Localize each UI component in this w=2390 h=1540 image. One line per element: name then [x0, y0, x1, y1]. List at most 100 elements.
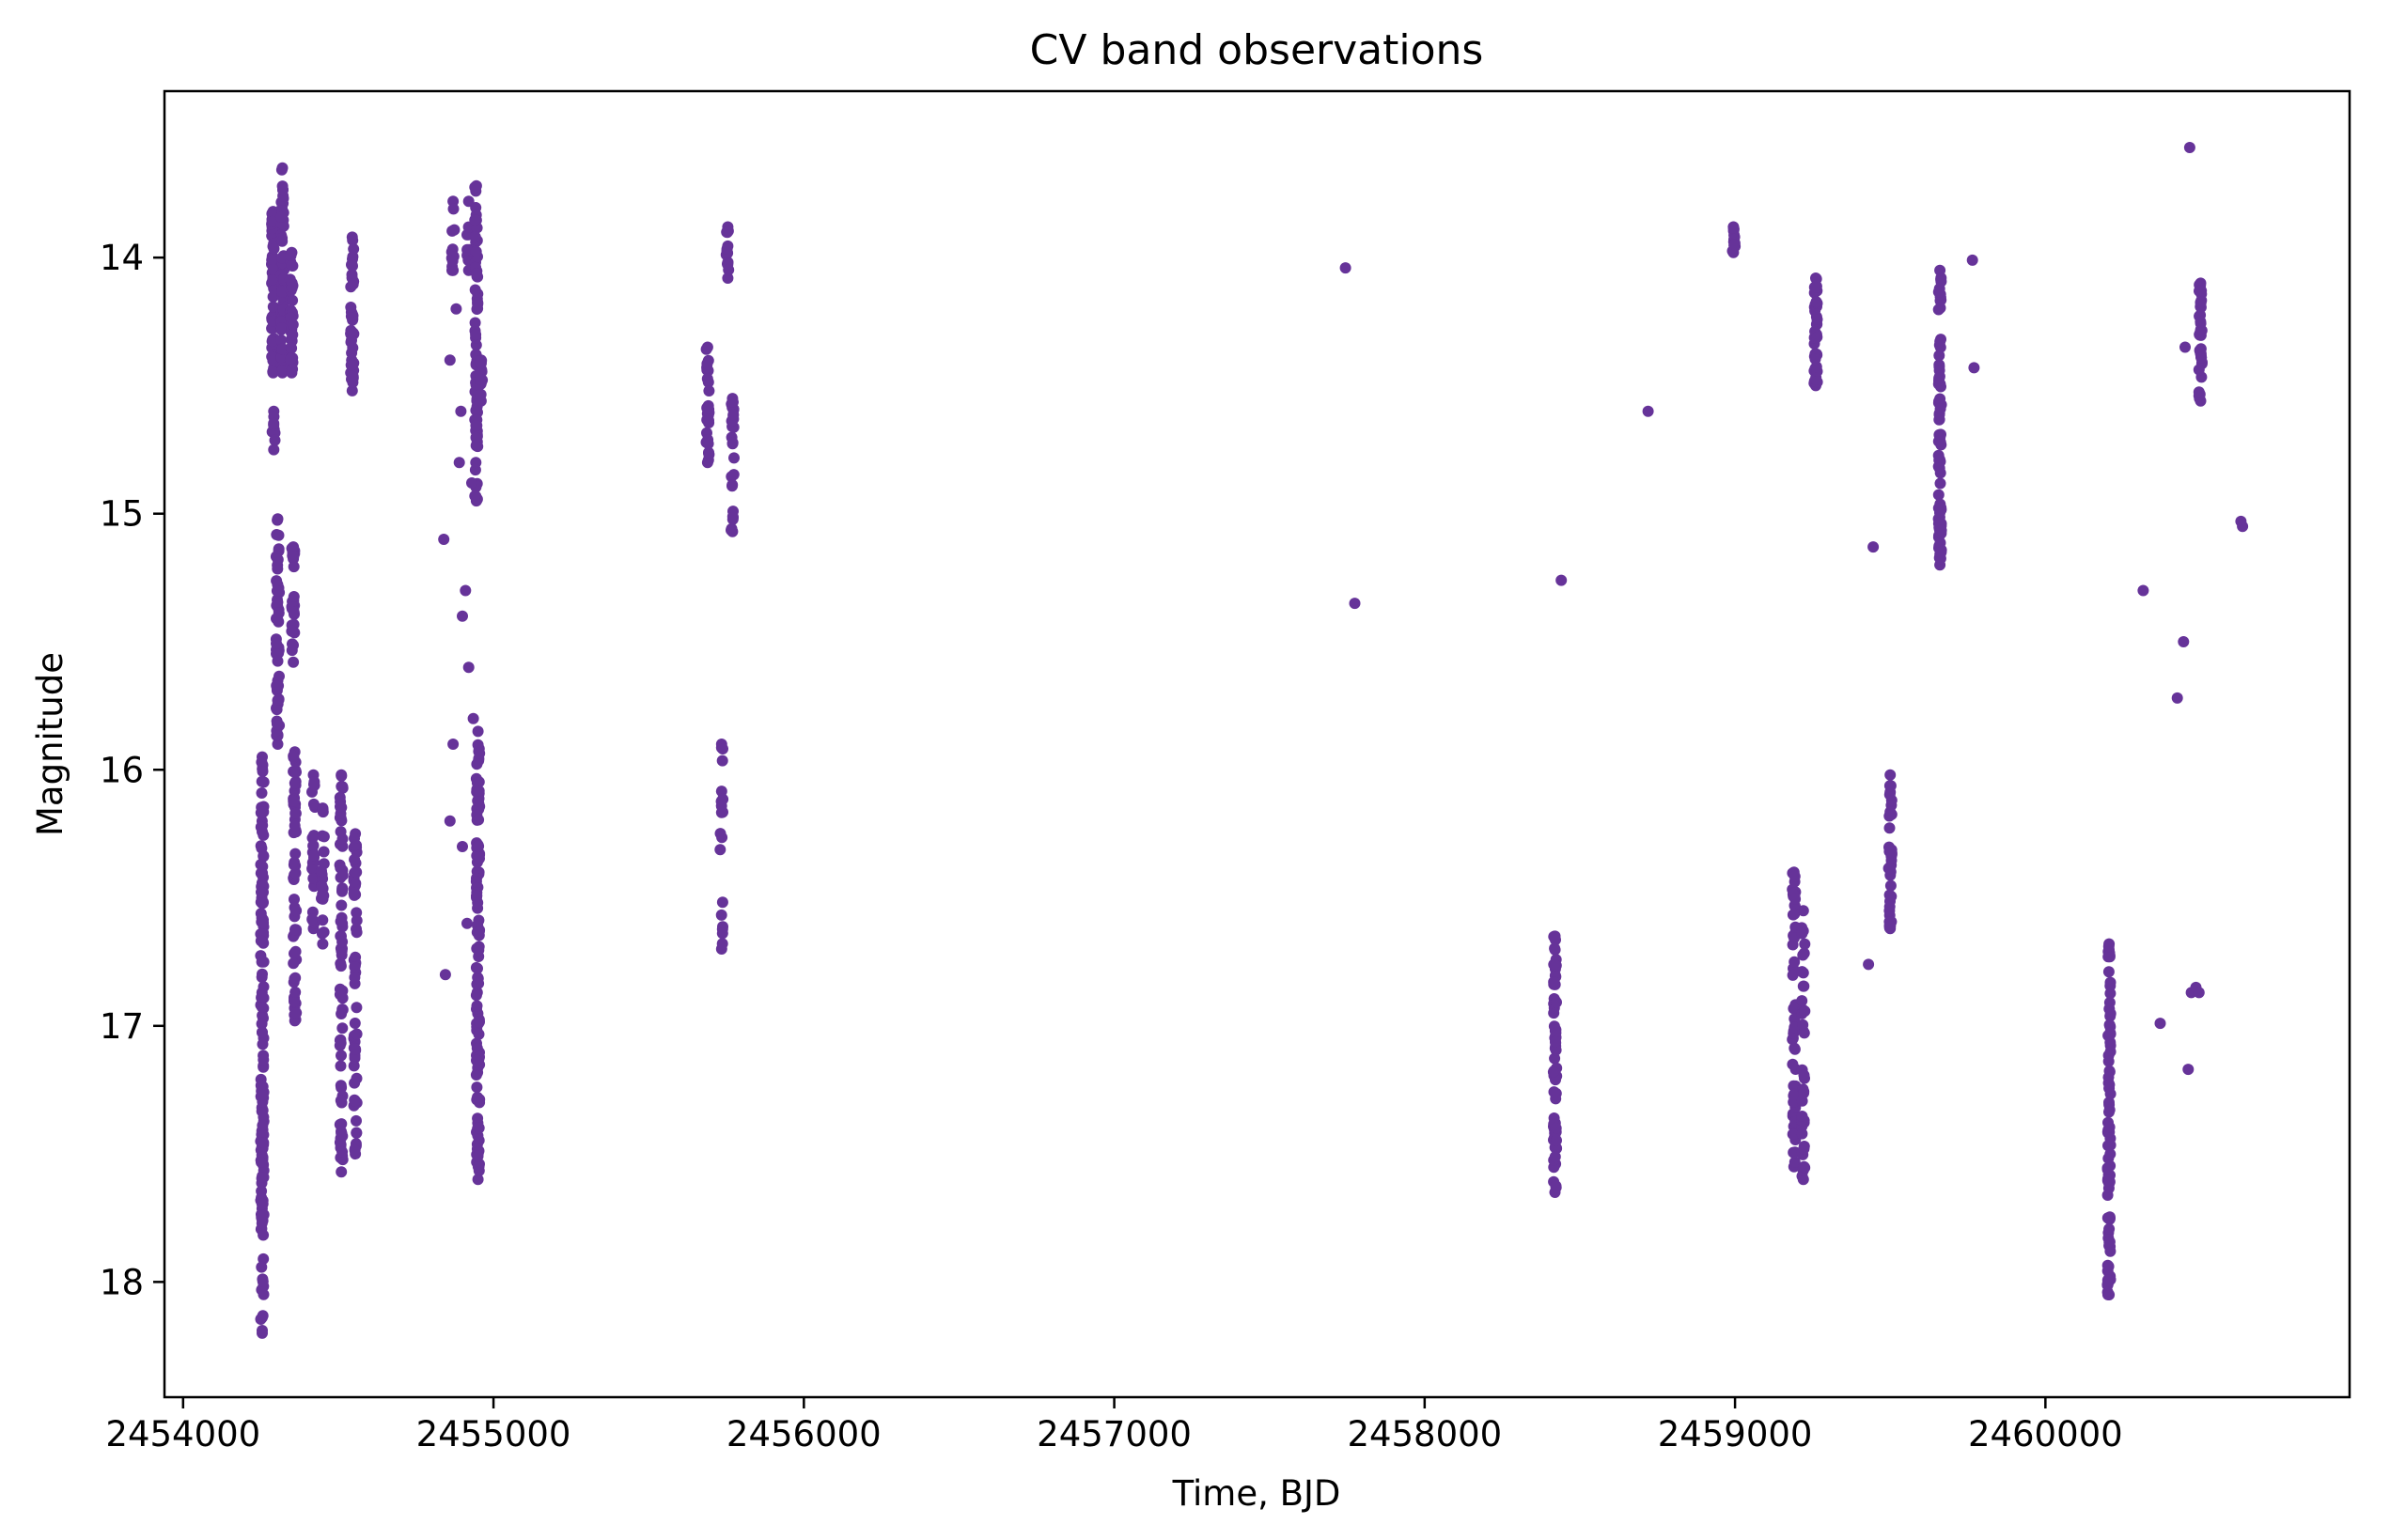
data-point	[1796, 966, 1808, 978]
data-point	[470, 1069, 482, 1081]
data-point	[306, 913, 319, 926]
data-point	[1549, 1151, 1561, 1163]
data-point	[275, 210, 288, 223]
data-point	[1788, 1146, 1800, 1159]
data-point	[471, 890, 482, 902]
data-point	[289, 777, 301, 789]
data-point	[258, 896, 269, 909]
data-point	[273, 670, 285, 682]
data-point	[450, 303, 462, 315]
data-point	[336, 1128, 348, 1140]
y-axis: 14 15 16 17 18	[100, 238, 164, 1302]
data-point	[1935, 524, 1947, 537]
data-point	[258, 917, 270, 929]
data-point	[349, 887, 360, 899]
data-point	[469, 490, 481, 502]
data-point	[473, 926, 485, 938]
data-point	[470, 329, 482, 341]
data-point	[438, 534, 450, 545]
data-point	[702, 402, 714, 414]
data-point	[288, 656, 300, 668]
data-point	[347, 370, 359, 382]
data-point	[349, 1095, 361, 1107]
y-tick-label: 14	[100, 238, 144, 278]
data-point	[2103, 1177, 2116, 1190]
data-point	[1789, 908, 1801, 920]
data-point	[1968, 362, 1980, 374]
data-point	[257, 1119, 269, 1131]
data-point	[474, 747, 486, 759]
data-point	[2237, 521, 2249, 533]
data-point	[351, 1127, 363, 1139]
data-point	[290, 766, 302, 778]
data-point	[473, 1028, 485, 1040]
data-point	[701, 358, 713, 370]
data-point	[286, 625, 298, 637]
data-point	[1798, 1143, 1810, 1155]
data-point	[1550, 959, 1562, 972]
data-point	[307, 872, 320, 884]
data-point	[469, 231, 481, 243]
data-point	[255, 867, 267, 879]
data-point	[286, 282, 298, 294]
data-point	[1883, 780, 1896, 792]
data-point	[276, 286, 289, 298]
data-point	[336, 945, 348, 957]
data-point	[716, 938, 728, 950]
data-point	[307, 839, 320, 851]
data-point	[715, 800, 727, 812]
data-point	[346, 384, 358, 397]
data-point	[1787, 1058, 1799, 1070]
data-point	[336, 781, 348, 792]
data-point	[257, 1026, 268, 1038]
data-point	[469, 317, 481, 329]
data-point	[1789, 893, 1802, 905]
data-point	[701, 373, 713, 385]
data-point	[472, 1174, 484, 1186]
data-point	[444, 354, 456, 366]
data-point	[472, 972, 484, 985]
data-point	[258, 1229, 270, 1241]
data-point	[703, 385, 715, 397]
data-point	[316, 865, 327, 878]
data-point	[288, 957, 300, 970]
data-point	[1935, 439, 1947, 451]
data-point	[2195, 351, 2208, 364]
data-point	[1797, 905, 1809, 917]
data-point	[257, 826, 268, 838]
data-point	[1550, 1035, 1561, 1048]
data-point	[700, 343, 712, 355]
data-point	[470, 457, 482, 469]
data-point	[349, 832, 360, 845]
data-point	[334, 1118, 346, 1130]
data-point	[272, 514, 284, 526]
x-tick-label: 2456000	[726, 1414, 882, 1454]
data-point	[470, 431, 482, 443]
data-point	[1796, 927, 1808, 940]
data-point	[268, 443, 280, 456]
data-point	[2103, 1106, 2115, 1118]
data-point	[351, 1028, 363, 1040]
data-point	[2102, 966, 2115, 978]
data-point	[714, 828, 726, 840]
data-point	[289, 819, 301, 832]
x-tick-label: 2459000	[1658, 1414, 1813, 1454]
data-point	[716, 896, 728, 909]
data-point	[1728, 239, 1741, 251]
data-point	[2179, 341, 2191, 353]
data-point	[335, 801, 346, 813]
data-point	[349, 961, 361, 973]
data-point	[1789, 956, 1801, 968]
data-point	[474, 852, 485, 864]
data-point	[1935, 275, 1947, 288]
data-point	[2193, 987, 2205, 999]
data-point	[726, 397, 739, 408]
data-point	[2104, 1139, 2117, 1151]
data-point	[289, 987, 302, 998]
data-point	[256, 1198, 268, 1210]
data-point	[1799, 938, 1811, 950]
data-point	[1884, 879, 1897, 892]
data-point	[258, 849, 270, 862]
data-point	[2104, 1148, 2117, 1160]
data-point	[466, 477, 477, 489]
